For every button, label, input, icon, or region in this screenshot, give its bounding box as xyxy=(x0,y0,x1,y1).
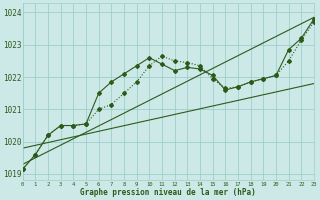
X-axis label: Graphe pression niveau de la mer (hPa): Graphe pression niveau de la mer (hPa) xyxy=(80,188,256,197)
